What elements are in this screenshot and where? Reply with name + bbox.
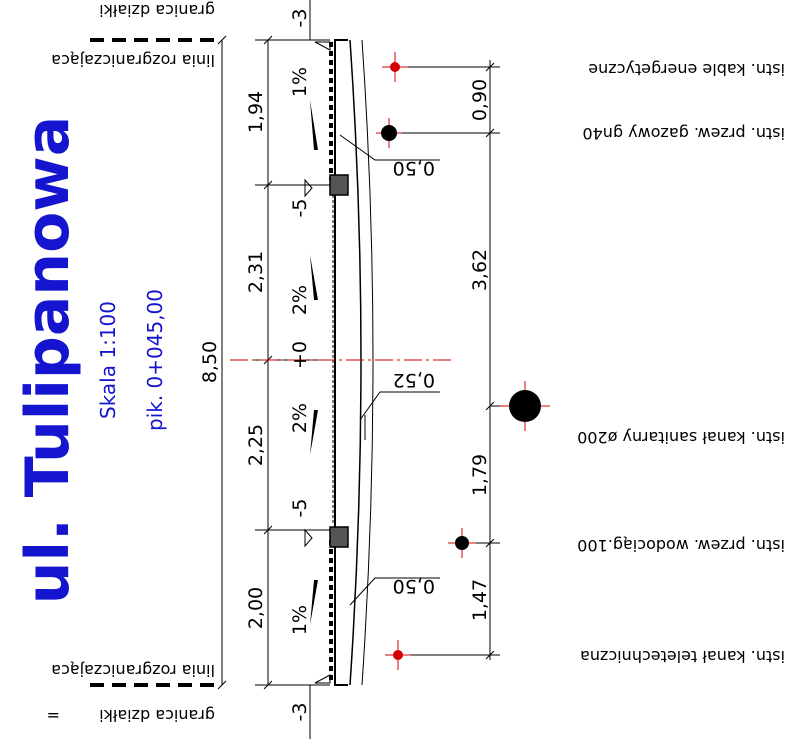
boundary-bottom-mark: = — [47, 706, 60, 725]
slope-2-value: 2% — [289, 285, 311, 315]
curb-bottom — [329, 526, 349, 548]
sewer-pipe-marker — [500, 381, 550, 431]
utility-spacing-4: 1,47 — [469, 579, 491, 621]
edge-height-top: -3 — [289, 9, 311, 28]
curb-height-bottom: -5 — [289, 499, 311, 518]
plot-boundary-top-label: granica działki — [99, 1, 215, 20]
curb-top — [329, 174, 349, 196]
segment-4-value: 2,00 — [245, 587, 267, 629]
slope-arrows — [304, 100, 318, 625]
scale-label: Skala 1:100 — [96, 301, 120, 419]
utility-gas-label: istn. przew. gazowy gn40 — [582, 124, 785, 143]
road-structure — [314, 39, 374, 686]
segment-2-value: 2,31 — [245, 251, 267, 293]
plot-boundary-bottom-label: granica działki — [99, 706, 215, 725]
segment-ticks — [217, 35, 330, 690]
station-label: pik. 0+045,00 — [143, 289, 167, 431]
slope-3-value: 2% — [289, 403, 311, 433]
utility-ticks — [395, 62, 500, 660]
depth-middle-value: 0,52 — [393, 369, 435, 391]
segment-3-value: 2,25 — [245, 424, 267, 466]
depth-leaders — [339, 134, 440, 606]
utility-telecom-label: istn. kanał teletechniczna — [580, 647, 785, 666]
utility-spacing-3: 1,79 — [469, 454, 491, 496]
power-cable-marker — [382, 52, 408, 82]
boundary-line-top-label: linia rozgraniczająca — [51, 51, 215, 70]
slope-4-value: 1% — [289, 605, 311, 635]
water-pipe-marker — [448, 528, 476, 558]
axis-height: +0 — [289, 341, 311, 369]
utility-power-label: istn. kable energetyczne — [588, 60, 785, 79]
street-title: ul. Tulipanowa — [13, 116, 83, 604]
utility-spacing-1: 0,90 — [469, 79, 491, 121]
slope-1-value: 1% — [289, 67, 311, 97]
boundary-line-bottom-label: linia rozgraniczająca — [51, 661, 215, 680]
edge-height-bottom: -3 — [289, 703, 311, 722]
depth-bottom-value: 0,50 — [393, 575, 435, 597]
utility-water-label: istn. przew. wodociąg.100 — [577, 536, 785, 555]
telecom-duct-marker — [385, 640, 411, 670]
segment-1-value: 1,94 — [245, 91, 267, 133]
gas-pipe-marker — [376, 118, 402, 148]
utility-spacing-2: 3,62 — [469, 249, 491, 291]
total-width-value: 8,50 — [199, 341, 221, 383]
utility-markers — [376, 52, 550, 670]
utility-sewer-label: istn. kanał sanitarny ø200 — [577, 428, 785, 447]
depth-top-value: 0,50 — [393, 157, 435, 179]
curb-height-top: -5 — [289, 199, 311, 218]
